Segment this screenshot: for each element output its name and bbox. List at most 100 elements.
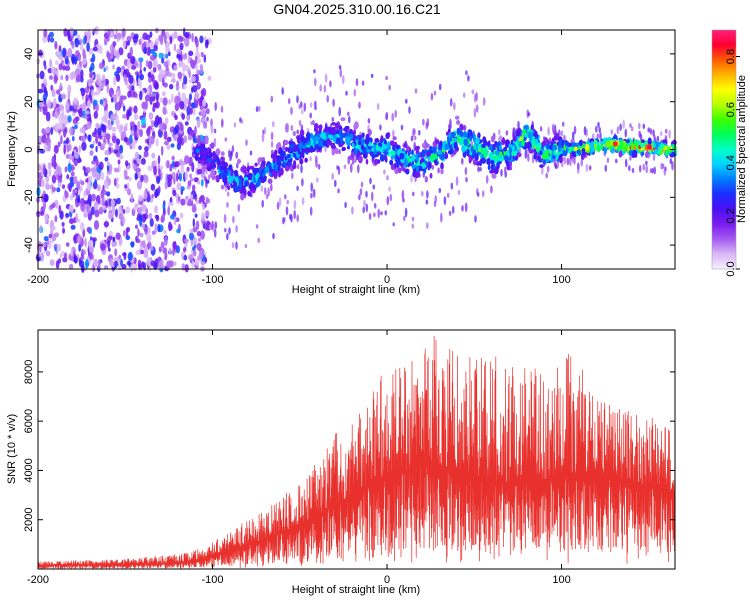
spectrogram-cell	[201, 212, 206, 222]
spectrogram-cell	[359, 188, 363, 196]
spectrogram-cell	[162, 97, 168, 106]
spectrogram-cell	[481, 157, 487, 164]
spectrogram-cell	[389, 193, 393, 202]
spectrogram-cell	[336, 165, 339, 170]
spectrogram-cell	[89, 71, 93, 79]
spectrogram-cell	[240, 193, 245, 201]
spectrogram-cell	[172, 247, 175, 257]
spectrogram-cell	[137, 120, 141, 130]
spectrogram-cell	[119, 124, 124, 131]
spectrogram-cell	[197, 254, 203, 261]
spectrogram-cell	[373, 212, 376, 218]
spectrogram-cell	[91, 193, 96, 202]
spectrogram-cell	[157, 260, 163, 270]
spectrogram-cell	[166, 144, 171, 150]
spectrogram-cell	[115, 182, 120, 189]
spectrogram-cell	[426, 190, 429, 199]
spectrogram-cell	[546, 139, 550, 144]
spectrogram-cell	[69, 26, 74, 36]
spectrogram-cell	[477, 166, 480, 173]
spectrogram-cell	[111, 241, 115, 248]
spectrogram-cell	[233, 122, 237, 128]
spectrogram-cell	[188, 93, 193, 101]
spectrogram-cell	[476, 192, 480, 197]
spectrogram-cell	[227, 185, 231, 191]
spectrogram-cell	[51, 89, 56, 97]
spectrogram-cell	[284, 123, 288, 133]
spectrogram-cell	[631, 168, 635, 173]
spectrogram-cell	[374, 138, 380, 143]
spectrogram-cell	[335, 128, 340, 135]
spectrogram-cell	[60, 93, 67, 100]
spectrogram-cell	[490, 163, 494, 170]
spectrogram-cell	[45, 250, 51, 257]
spectrogram-cell	[610, 129, 614, 135]
spectrogram-cell	[197, 159, 203, 164]
spectrogram-cell	[487, 164, 491, 171]
spectrogram-cell	[558, 141, 562, 149]
spectrogram-cell	[190, 177, 194, 182]
spectrogram-cell	[47, 34, 51, 43]
spectrogram-cell	[75, 192, 79, 200]
spectrogram-cell	[214, 221, 218, 230]
snr-ylabel: SNR (10 * v/v)	[6, 414, 18, 484]
spectrogram-cell	[463, 138, 469, 147]
spectrogram-cell	[38, 178, 42, 187]
spectrogram-cell	[114, 260, 118, 269]
spectrogram-cell	[516, 152, 522, 158]
spectrogram-cell	[561, 162, 564, 168]
spectrogram-cell	[119, 95, 123, 106]
spectrogram-cell	[124, 123, 128, 128]
spectrogram-cell	[311, 148, 316, 152]
spectrogram-cell	[144, 99, 148, 110]
spectrogram-cell	[149, 31, 153, 38]
spectrogram-cell	[61, 222, 65, 227]
spectrogram-cell	[84, 34, 87, 44]
spectrogram-cell	[53, 74, 58, 84]
colorbar-tick-label: 0.0	[725, 261, 737, 276]
spectrogram-cell	[297, 164, 300, 170]
spectrogram-cell	[577, 167, 580, 174]
spectrogram-cell	[220, 161, 225, 165]
spectrogram-cell	[447, 128, 451, 134]
spectrogram-cell	[638, 122, 641, 130]
spectrogram-cell	[200, 143, 204, 149]
spectrogram-cell	[297, 147, 301, 155]
spectrogram-cell	[202, 98, 207, 107]
spectrogram-cell	[195, 38, 199, 48]
spectrogram-cell	[88, 47, 94, 55]
spectrogram-cell	[154, 81, 159, 90]
spectrogram-cell	[299, 158, 304, 165]
spectrogram-cell	[67, 47, 73, 58]
spectrogram-cell	[605, 140, 611, 148]
spectrogram-cell	[157, 116, 163, 125]
spectrogram-cell	[331, 172, 335, 180]
spectrogram-cell	[561, 121, 565, 127]
spectrogram-cell	[148, 76, 152, 83]
spectrogram-cell	[188, 79, 193, 84]
spectrogram-cell	[261, 132, 265, 143]
spectrogram-cell	[161, 57, 165, 64]
spectrogram-cell	[341, 147, 345, 152]
spectrogram-cell	[287, 154, 291, 159]
spectrogram-cell	[106, 191, 111, 197]
spectrogram-cell	[80, 222, 85, 232]
spectrogram-cell	[640, 139, 645, 144]
spectrogram-cell	[281, 87, 285, 95]
spectrogram-cell	[372, 154, 375, 160]
spectrogram-cell	[654, 148, 658, 155]
spectrogram-cell	[489, 170, 494, 174]
spectrogram-cell	[249, 172, 252, 181]
spectrogram-cell	[457, 189, 461, 195]
spectrogram-cell	[76, 74, 81, 83]
spectrogram-cell	[176, 48, 182, 55]
spectrogram-cell	[126, 226, 131, 233]
spectrogram-cell	[149, 96, 153, 105]
spectrogram-cell	[669, 158, 673, 165]
spectrogram-cell	[358, 155, 363, 164]
spectrogram-cell	[113, 167, 119, 173]
spectrogram-cell	[568, 146, 574, 151]
spectrogram-cell	[192, 218, 195, 228]
spectrogram-cell	[619, 139, 624, 147]
spectrogram-cell	[97, 259, 101, 269]
